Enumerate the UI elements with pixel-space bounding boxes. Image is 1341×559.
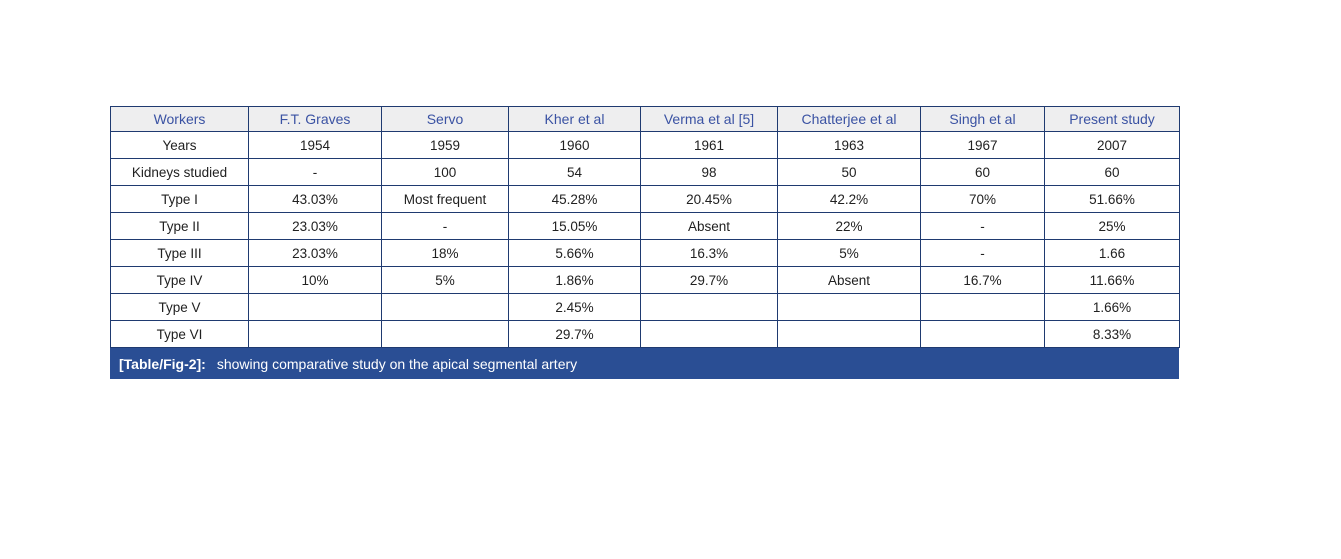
cell: 1.66 <box>1044 239 1180 267</box>
cell: 20.45% <box>640 185 778 213</box>
cell: - <box>381 212 509 240</box>
cell: 1961 <box>640 131 778 159</box>
row-label: Kidneys studied <box>110 158 249 186</box>
cell: 23.03% <box>248 239 382 267</box>
cell: 1959 <box>381 131 509 159</box>
cell: 23.03% <box>248 212 382 240</box>
cell <box>248 320 382 348</box>
header-row: Workers F.T. Graves Servo Kher et al Ver… <box>110 106 1180 132</box>
cell: 1967 <box>920 131 1045 159</box>
cell: 10% <box>248 266 382 294</box>
row-label: Type I <box>110 185 249 213</box>
cell: 50 <box>777 158 921 186</box>
cell: - <box>248 158 382 186</box>
table-figure: Workers F.T. Graves Servo Kher et al Ver… <box>110 106 1180 379</box>
row-label: Type III <box>110 239 249 267</box>
cell <box>920 293 1045 321</box>
col-header-verma: Verma et al [5] <box>640 106 778 132</box>
cell: 1960 <box>508 131 641 159</box>
cell: Absent <box>777 266 921 294</box>
cell <box>920 320 1045 348</box>
cell <box>248 293 382 321</box>
cell: Most frequent <box>381 185 509 213</box>
row-label: Type IV <box>110 266 249 294</box>
cell <box>381 320 509 348</box>
table-row-years: Years 1954 1959 1960 1961 1963 1967 2007 <box>110 131 1180 159</box>
cell: 11.66% <box>1044 266 1180 294</box>
cell: 54 <box>508 158 641 186</box>
cell: 60 <box>1044 158 1180 186</box>
table-row-type-vi: Type VI 29.7% 8.33% <box>110 320 1180 348</box>
col-header-kher: Kher et al <box>508 106 641 132</box>
table-row-type-iii: Type III 23.03% 18% 5.66% 16.3% 5% - 1.6… <box>110 239 1180 267</box>
cell: 42.2% <box>777 185 921 213</box>
cell: 43.03% <box>248 185 382 213</box>
col-header-servo: Servo <box>381 106 509 132</box>
cell: 2.45% <box>508 293 641 321</box>
cell: 18% <box>381 239 509 267</box>
cell: 100 <box>381 158 509 186</box>
cell: - <box>920 239 1045 267</box>
cell: 60 <box>920 158 1045 186</box>
cell: - <box>920 212 1045 240</box>
cell: 1954 <box>248 131 382 159</box>
cell: 16.7% <box>920 266 1045 294</box>
cell: 8.33% <box>1044 320 1180 348</box>
cell: 1963 <box>777 131 921 159</box>
cell: 25% <box>1044 212 1180 240</box>
caption-text: showing comparative study on the apical … <box>216 355 578 372</box>
cell: 29.7% <box>640 266 778 294</box>
cell: 70% <box>920 185 1045 213</box>
cell <box>640 293 778 321</box>
cell: 15.05% <box>508 212 641 240</box>
row-label: Type II <box>110 212 249 240</box>
cell: 16.3% <box>640 239 778 267</box>
cell: 1.66% <box>1044 293 1180 321</box>
col-header-ft-graves: F.T. Graves <box>248 106 382 132</box>
cell <box>777 293 921 321</box>
table-row-kidneys-studied: Kidneys studied - 100 54 98 50 60 60 <box>110 158 1180 186</box>
table-row-type-i: Type I 43.03% Most frequent 45.28% 20.45… <box>110 185 1180 213</box>
cell: 45.28% <box>508 185 641 213</box>
cell: 29.7% <box>508 320 641 348</box>
cell: Absent <box>640 212 778 240</box>
cell: 5% <box>777 239 921 267</box>
col-header-chatterjee: Chatterjee et al <box>777 106 921 132</box>
cell <box>381 293 509 321</box>
cell: 22% <box>777 212 921 240</box>
cell: 98 <box>640 158 778 186</box>
cell <box>777 320 921 348</box>
col-header-present-study: Present study <box>1044 106 1180 132</box>
cell: 51.66% <box>1044 185 1180 213</box>
table-row-type-v: Type V 2.45% 1.66% <box>110 293 1180 321</box>
cell: 5% <box>381 266 509 294</box>
table-row-type-ii: Type II 23.03% - 15.05% Absent 22% - 25% <box>110 212 1180 240</box>
comparative-study-table: Workers F.T. Graves Servo Kher et al Ver… <box>110 106 1180 348</box>
row-label: Type V <box>110 293 249 321</box>
cell <box>640 320 778 348</box>
caption-figure-label: [Table/Fig-2]: <box>119 355 206 372</box>
table-caption: [Table/Fig-2]: showing comparative study… <box>110 348 1179 379</box>
cell: 2007 <box>1044 131 1180 159</box>
row-label: Years <box>110 131 249 159</box>
cell: 5.66% <box>508 239 641 267</box>
table-row-type-iv: Type IV 10% 5% 1.86% 29.7% Absent 16.7% … <box>110 266 1180 294</box>
cell: 1.86% <box>508 266 641 294</box>
col-header-singh: Singh et al <box>920 106 1045 132</box>
col-header-workers: Workers <box>110 106 249 132</box>
row-label: Type VI <box>110 320 249 348</box>
